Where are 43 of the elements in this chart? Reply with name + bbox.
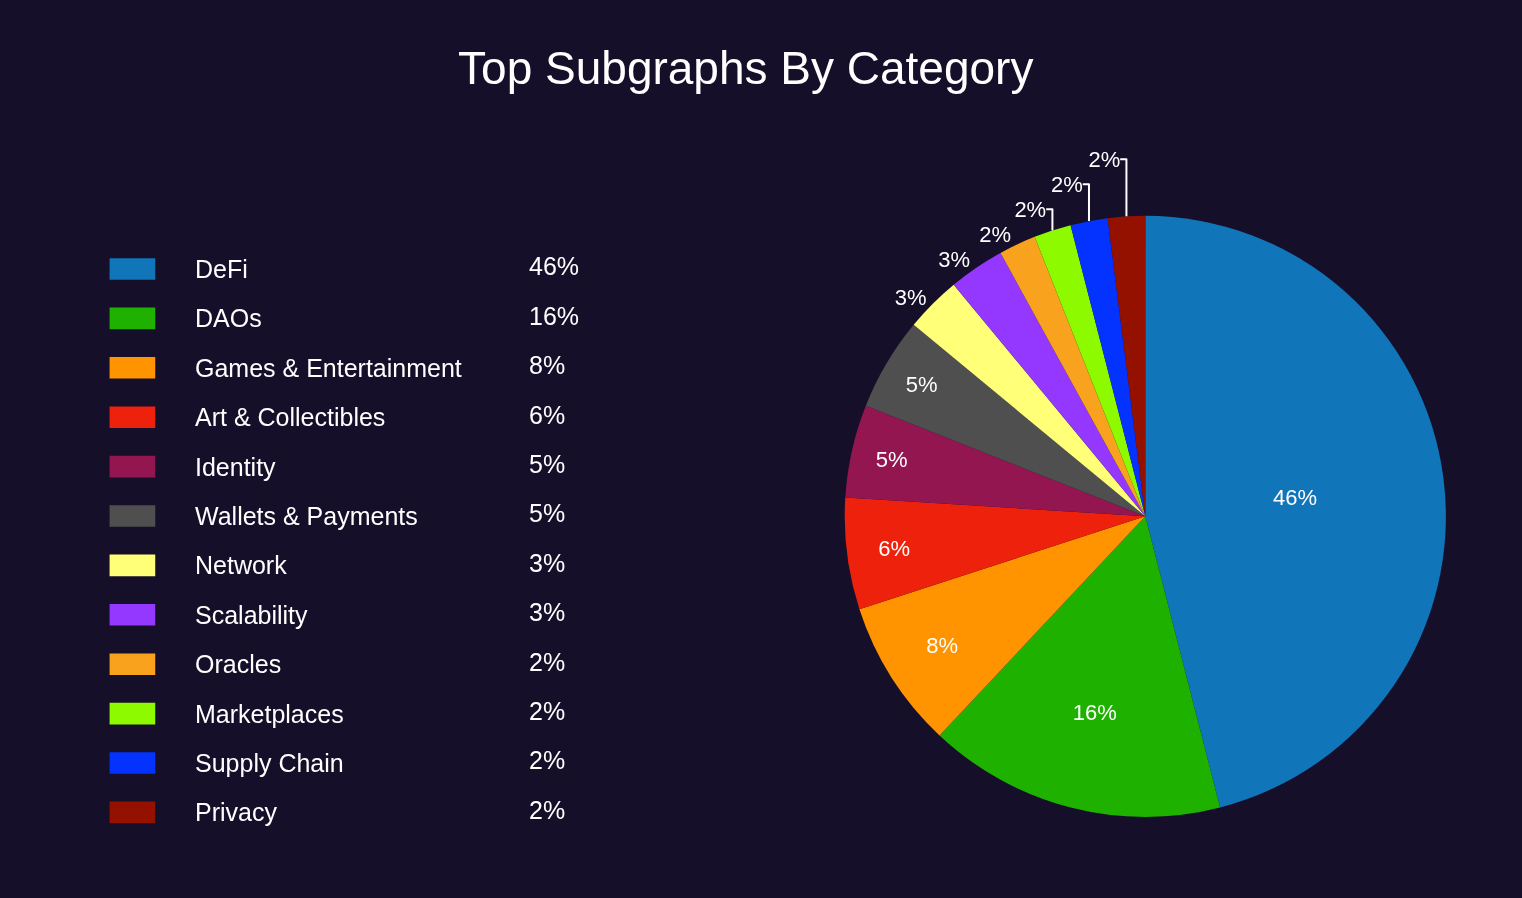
legend-label: Art & Collectibles [195,403,386,431]
legend-label: Supply Chain [195,749,344,777]
data-label: 5% [875,447,908,473]
data-label: 3% [894,285,927,311]
chart-title: Top Subgraphs By Category [458,42,1034,95]
pie-slice [865,324,1146,517]
legend-label: Scalability [195,601,309,629]
pie-slice [859,516,1146,736]
text: 6% [529,401,566,429]
legend-label: Privacy [195,798,278,826]
data-label: 16% [1072,700,1117,726]
text: 8% [529,351,566,379]
pie-slice [845,405,1146,517]
text: 5% [529,499,566,527]
legend-label: Identity [195,453,277,481]
text: 3% [529,598,566,626]
text: 2% [529,648,566,676]
data-label: 2% [1088,146,1121,172]
legend-label: Games & Entertainment [195,354,462,382]
data-label: 2% [1050,171,1083,197]
text: 2% [529,746,566,774]
data-label: 5% [905,371,938,397]
data-label: 6% [878,535,911,561]
pie-slice [1034,225,1146,517]
text: 2% [529,697,566,725]
legend-label: Network [195,551,288,579]
text: 46% [529,252,580,280]
legend-label: DeFi [195,255,248,283]
legend-label: Oracles [195,650,282,678]
legend-label: Wallets & Payments [195,502,418,530]
pie-slice [844,497,1146,610]
legend-label: Marketplaces [195,700,344,728]
text: 16% [529,302,580,330]
data-label: 46% [1272,484,1318,510]
text: 3% [529,549,566,577]
data-label: 2% [979,221,1012,247]
text: 5% [529,450,566,478]
data-label: 8% [926,632,958,658]
legend-label: DAOs [195,304,262,332]
text: 2% [529,796,566,824]
data-label: 2% [1014,196,1047,222]
data-label: 3% [938,246,971,272]
pie-slice [1145,215,1446,808]
